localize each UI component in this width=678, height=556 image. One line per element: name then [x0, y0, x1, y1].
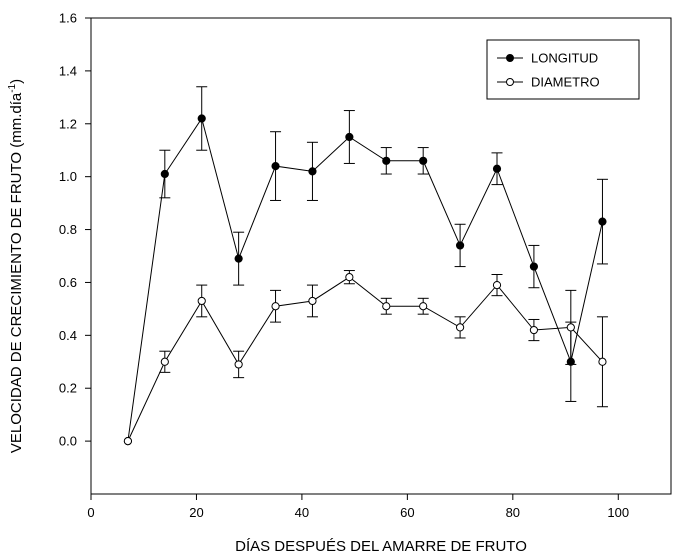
- data-point-longitud: [345, 132, 354, 142]
- y-axis-title-close: ): [8, 79, 25, 84]
- data-point-longitud: [308, 167, 317, 176]
- data-point-diametro: [455, 323, 465, 332]
- data-point-diametro: [197, 296, 206, 306]
- y-axis-title-main: VELOCIDAD DE CRECIMIENTO DE FRUTO (mm.dí…: [8, 92, 25, 453]
- data-point-longitud: [455, 241, 465, 250]
- y-tick-label: 1.2: [59, 116, 77, 131]
- x-tick-label: 60: [400, 505, 414, 520]
- plot-frame: [90, 17, 672, 495]
- series-longitud: [123, 86, 608, 446]
- data-point-diametro: [345, 273, 354, 282]
- y-tick-label: 0.0: [59, 434, 77, 449]
- plot-area-border: [90, 17, 672, 495]
- legend-box: [486, 39, 640, 100]
- x-tick-label: 40: [295, 505, 309, 520]
- data-point-diametro: [382, 302, 391, 311]
- x-axis: 0 20 40 60 80 100: [87, 494, 629, 520]
- data-point-longitud: [160, 169, 169, 179]
- legend-marker-diametro: [506, 78, 514, 86]
- x-tick-label: 80: [506, 505, 520, 520]
- data-point-diametro: [123, 437, 133, 446]
- data-point-diametro: [160, 357, 169, 366]
- data-point-diametro: [419, 302, 428, 311]
- x-tick-label: 100: [607, 505, 629, 520]
- data-point-diametro: [271, 302, 280, 311]
- x-axis-title: DÍAS DESPUÉS DEL AMARRE DE FRUTO: [235, 538, 527, 555]
- y-tick-label: 0.2: [59, 381, 77, 396]
- series-line-longitud: [127, 117, 603, 442]
- y-tick-label: 1.0: [59, 169, 77, 184]
- x-tick-label: 20: [189, 505, 203, 520]
- data-point-longitud: [529, 262, 539, 271]
- data-point-longitud: [271, 161, 280, 171]
- legend: LONGITUD DIAMETRO: [486, 39, 640, 100]
- y-tick-label: 1.4: [59, 63, 77, 78]
- data-point-longitud: [234, 254, 243, 263]
- data-point-longitud: [598, 217, 607, 226]
- series-line-diametro: [127, 276, 603, 442]
- series-layer: [123, 86, 608, 446]
- data-point-longitud: [197, 114, 206, 123]
- y-tick-label: 0.8: [59, 222, 77, 237]
- data-point-longitud: [492, 164, 502, 173]
- data-point-diametro: [492, 280, 502, 290]
- y-axis-title: VELOCIDAD DE CRECIMIENTO DE FRUTO (mm.dí…: [7, 79, 25, 453]
- y-tick-label: 1.6: [59, 11, 77, 26]
- data-point-diametro: [308, 296, 317, 306]
- series-diametro: [123, 270, 608, 446]
- x-tick-label: 0: [87, 505, 94, 520]
- y-axis: 0.0 0.2 0.4 0.6 0.8 1.0 1.2 1.4 1.6: [59, 11, 91, 449]
- y-axis-title-superscript: -1: [7, 83, 18, 92]
- data-point-diametro: [234, 360, 243, 369]
- data-point-diametro: [529, 325, 539, 335]
- legend-marker-longitud: [506, 54, 514, 62]
- legend-label-diametro: DIAMETRO: [531, 75, 600, 90]
- data-point-diametro: [566, 323, 575, 332]
- y-tick-label: 0.4: [59, 328, 77, 343]
- data-point-diametro: [598, 357, 607, 366]
- legend-label-longitud: LONGITUD: [531, 51, 598, 66]
- y-tick-label: 0.6: [59, 275, 77, 290]
- data-point-longitud: [419, 156, 428, 165]
- data-point-longitud: [382, 156, 391, 165]
